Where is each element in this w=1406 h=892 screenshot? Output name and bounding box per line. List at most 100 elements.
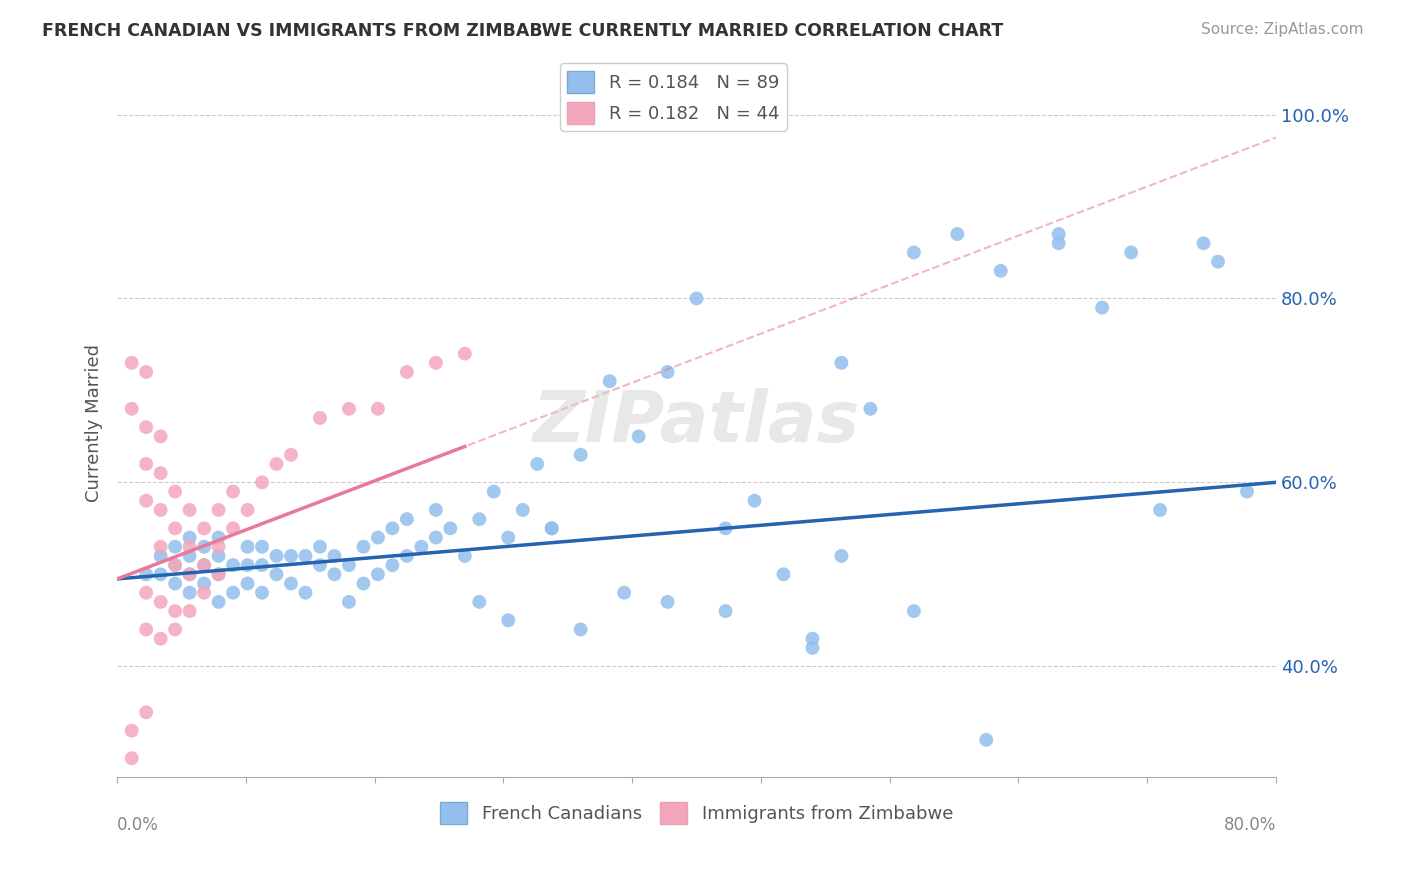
- Point: [222, 585, 245, 599]
- Point: [294, 585, 316, 599]
- Point: [266, 549, 288, 563]
- Point: [830, 356, 852, 370]
- Point: [165, 540, 187, 554]
- Point: [569, 623, 592, 637]
- Point: [337, 558, 360, 573]
- Point: [193, 540, 215, 554]
- Point: [1047, 227, 1070, 241]
- Point: [540, 521, 562, 535]
- Point: [149, 632, 172, 646]
- Point: [236, 503, 259, 517]
- Point: [990, 264, 1012, 278]
- Point: [323, 549, 346, 563]
- Point: [714, 604, 737, 618]
- Point: [352, 576, 374, 591]
- Point: [830, 549, 852, 563]
- Point: [250, 540, 273, 554]
- Point: [454, 549, 477, 563]
- Point: [207, 567, 229, 582]
- Point: [468, 512, 491, 526]
- Point: [250, 475, 273, 490]
- Point: [266, 457, 288, 471]
- Point: [179, 503, 201, 517]
- Point: [266, 567, 288, 582]
- Point: [657, 595, 679, 609]
- Point: [498, 613, 520, 627]
- Point: [352, 540, 374, 554]
- Y-axis label: Currently Married: Currently Married: [86, 343, 103, 501]
- Point: [193, 558, 215, 573]
- Point: [135, 420, 157, 434]
- Point: [280, 448, 302, 462]
- Point: [165, 521, 187, 535]
- Point: [323, 567, 346, 582]
- Point: [425, 503, 447, 517]
- Point: [165, 604, 187, 618]
- Point: [903, 245, 925, 260]
- Point: [1091, 301, 1114, 315]
- Point: [482, 484, 505, 499]
- Point: [222, 484, 245, 499]
- Point: [179, 585, 201, 599]
- Point: [569, 448, 592, 462]
- Point: [657, 365, 679, 379]
- Text: Source: ZipAtlas.com: Source: ZipAtlas.com: [1201, 22, 1364, 37]
- Point: [1192, 236, 1215, 251]
- Point: [207, 549, 229, 563]
- Point: [250, 558, 273, 573]
- Point: [294, 549, 316, 563]
- Point: [425, 531, 447, 545]
- Point: [179, 540, 201, 554]
- Point: [526, 457, 548, 471]
- Point: [1047, 236, 1070, 251]
- Point: [193, 576, 215, 591]
- Point: [381, 558, 404, 573]
- Text: FRENCH CANADIAN VS IMMIGRANTS FROM ZIMBABWE CURRENTLY MARRIED CORRELATION CHART: FRENCH CANADIAN VS IMMIGRANTS FROM ZIMBA…: [42, 22, 1004, 40]
- Point: [1119, 245, 1142, 260]
- Point: [309, 558, 332, 573]
- Point: [149, 503, 172, 517]
- Point: [135, 585, 157, 599]
- Point: [222, 558, 245, 573]
- Point: [309, 411, 332, 425]
- Point: [974, 732, 997, 747]
- Point: [367, 531, 389, 545]
- Point: [801, 640, 824, 655]
- Point: [193, 521, 215, 535]
- Point: [1149, 503, 1171, 517]
- Point: [149, 549, 172, 563]
- Point: [149, 466, 172, 480]
- Point: [498, 531, 520, 545]
- Text: 80.0%: 80.0%: [1223, 815, 1277, 833]
- Point: [207, 531, 229, 545]
- Point: [395, 365, 418, 379]
- Point: [309, 540, 332, 554]
- Point: [165, 558, 187, 573]
- Point: [411, 540, 433, 554]
- Point: [801, 632, 824, 646]
- Point: [135, 705, 157, 719]
- Point: [425, 356, 447, 370]
- Point: [714, 521, 737, 535]
- Point: [439, 521, 461, 535]
- Point: [179, 604, 201, 618]
- Point: [135, 457, 157, 471]
- Point: [772, 567, 794, 582]
- Point: [337, 595, 360, 609]
- Point: [337, 401, 360, 416]
- Point: [454, 346, 477, 360]
- Point: [859, 401, 882, 416]
- Point: [903, 604, 925, 618]
- Point: [946, 227, 969, 241]
- Point: [236, 576, 259, 591]
- Point: [193, 585, 215, 599]
- Point: [165, 558, 187, 573]
- Point: [121, 751, 143, 765]
- Point: [179, 567, 201, 582]
- Point: [280, 549, 302, 563]
- Legend: French Canadians, Immigrants from Zimbabwe: French Canadians, Immigrants from Zimbab…: [433, 795, 960, 831]
- Point: [1236, 484, 1258, 499]
- Point: [207, 567, 229, 582]
- Point: [381, 521, 404, 535]
- Point: [121, 401, 143, 416]
